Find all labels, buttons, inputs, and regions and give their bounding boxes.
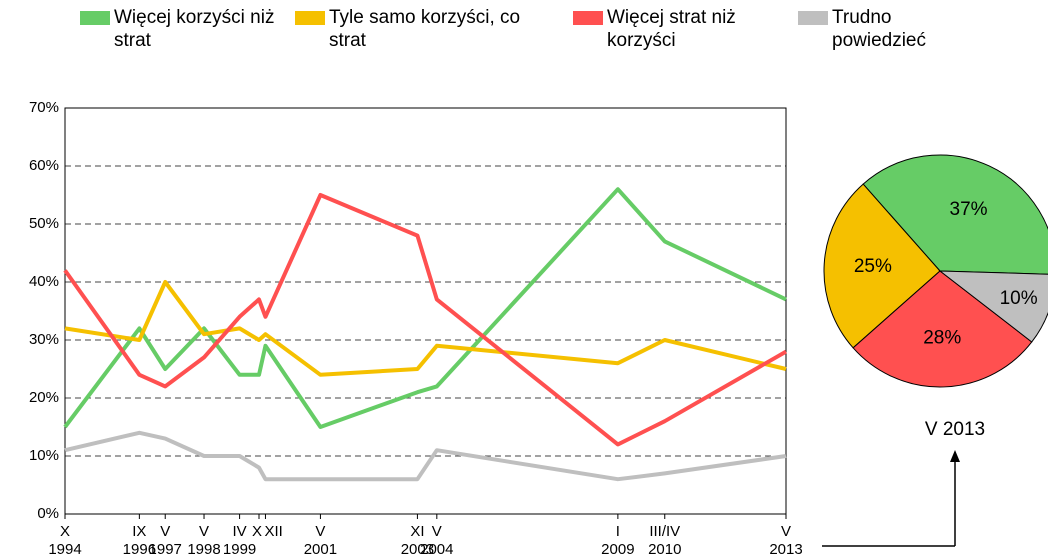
x-tick-label: 1997 <box>149 541 182 558</box>
x-tick-label: V <box>199 523 209 540</box>
x-tick-label: IX <box>132 523 146 540</box>
x-tick-label: V <box>315 523 325 540</box>
legend-item: Więcej strat niż korzyści <box>573 6 747 52</box>
x-tick-label: V <box>781 523 791 540</box>
pie-label: 10% <box>1000 288 1038 309</box>
pie-label: 28% <box>923 327 961 348</box>
legend-item: Trudno powiedzieć <box>798 6 982 52</box>
x-tick-label: V <box>432 523 442 540</box>
arrow-head <box>950 450 960 462</box>
legend-swatch <box>798 11 828 25</box>
x-tick-label: 2004 <box>420 541 453 558</box>
x-tick-label: III/IV <box>649 523 680 540</box>
series-line <box>63 187 787 429</box>
x-tick-label: 2010 <box>648 541 681 558</box>
x-tick-label: 2013 <box>769 541 802 558</box>
x-tick-label: IV <box>232 523 246 540</box>
series-line <box>64 430 787 482</box>
y-tick-label: 50% <box>29 215 59 232</box>
x-tick-label: 1999 <box>223 541 256 558</box>
legend-swatch <box>80 11 110 25</box>
pie-slice <box>852 270 1033 388</box>
pie-slice <box>938 270 1048 343</box>
x-tick-label: I <box>616 523 620 540</box>
legend-label: Więcej strat niż korzyści <box>607 7 736 51</box>
series-line <box>63 193 787 447</box>
plot-frame <box>64 107 787 515</box>
legend-item: Tyle samo korzyści, co strat <box>295 6 559 52</box>
pie-slice <box>862 154 1048 275</box>
legend-item: Więcej korzyści niż strat <box>80 6 289 52</box>
x-tick-label: 1996 <box>123 541 156 558</box>
y-tick-label: 40% <box>29 273 59 290</box>
y-tick-label: 60% <box>29 157 59 174</box>
x-tick-label: 1998 <box>187 541 220 558</box>
pie-label: 25% <box>854 256 892 277</box>
x-tick-label: 2003 <box>401 541 434 558</box>
x-tick-label: 2001 <box>304 541 337 558</box>
legend-swatch <box>295 11 325 25</box>
y-tick-label: 10% <box>29 447 59 464</box>
y-tick-label: 70% <box>29 99 59 116</box>
series-line <box>64 280 787 377</box>
x-tick-label: X <box>252 523 262 540</box>
pie-title: V 2013 <box>925 419 985 440</box>
x-tick-label: XI <box>410 523 424 540</box>
x-tick-label: XII <box>264 523 282 540</box>
y-tick-label: 20% <box>29 389 59 406</box>
x-tick-label: X <box>60 523 70 540</box>
y-tick-label: 0% <box>37 505 59 522</box>
x-tick-label: 2009 <box>601 541 634 558</box>
y-tick-label: 30% <box>29 331 59 348</box>
legend-label: Trudno powiedzieć <box>832 7 926 51</box>
legend-swatch <box>573 11 603 25</box>
legend-label: Więcej korzyści niż strat <box>114 7 275 51</box>
pie-slice <box>823 183 941 349</box>
x-tick-label: V <box>160 523 170 540</box>
pie-label: 37% <box>950 199 988 220</box>
legend-label: Tyle samo korzyści, co strat <box>329 7 521 51</box>
x-tick-label: 1994 <box>48 541 81 558</box>
